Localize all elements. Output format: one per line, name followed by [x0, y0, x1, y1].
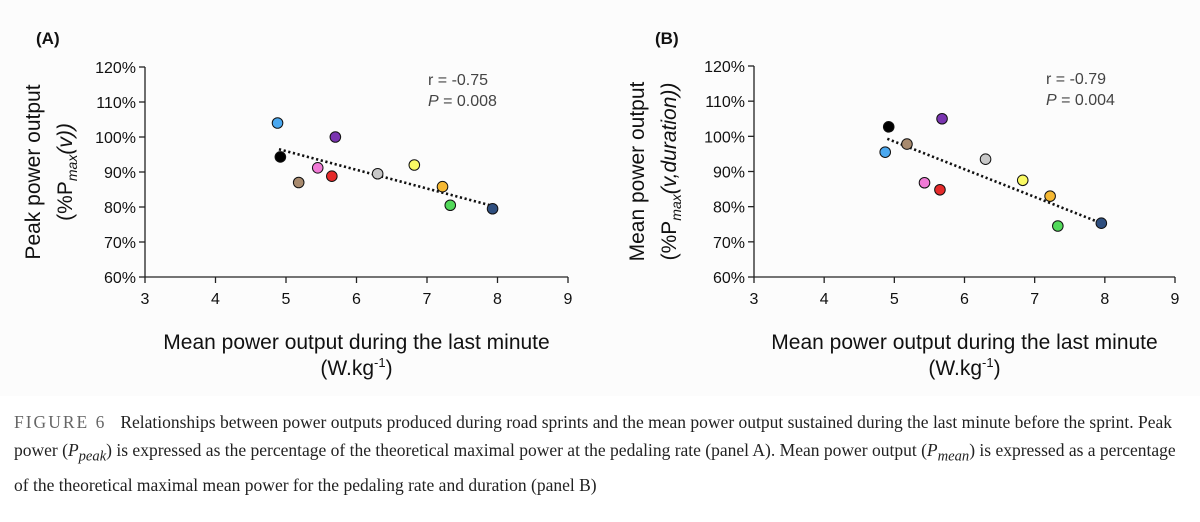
data-point [329, 131, 342, 143]
data-point [979, 153, 992, 165]
caption-sub-2: mean [937, 448, 970, 465]
y-axis-title: Peak power output [22, 84, 45, 259]
x-axis-title: Mean power output during the last minute [163, 331, 549, 354]
caption-text-2: ) is expressed as the percentage of the … [106, 440, 927, 460]
x-tick-label: 3 [141, 291, 150, 308]
figure-caption: FIGURE 6 Relationships between power outp… [14, 408, 1186, 499]
x-tick-label: 9 [1171, 291, 1180, 308]
y-axis-title: Mean power output [626, 81, 649, 261]
y-axis-title-unit: (%Pmax(v)) [54, 123, 80, 221]
caption-text-3: ) is expressed as a percentage of the th… [14, 440, 1176, 495]
y-tick-label: 90% [713, 165, 745, 182]
stat-p-annotation: P = 0.008 [428, 93, 497, 110]
x-tick-label: 5 [890, 291, 899, 308]
data-point [936, 112, 948, 125]
x-tick-label: 3 [750, 291, 759, 308]
x-axis-title-unit: (W.kg-1) [320, 355, 392, 380]
y-tick-label: 100% [95, 130, 136, 147]
data-point [934, 183, 946, 196]
data-point [486, 202, 499, 215]
trend-line [278, 147, 495, 208]
x-tick-label: 5 [282, 291, 291, 308]
x-axis-title: Mean power output during the last minute [771, 331, 1157, 354]
x-tick-label: 8 [493, 291, 502, 308]
stat-r-annotation: r = -0.75 [428, 72, 488, 89]
data-point [882, 121, 895, 133]
x-axis-title-unit: (W.kg-1) [928, 355, 1000, 380]
data-point [326, 170, 338, 182]
data-point [879, 146, 892, 158]
x-tick-label: 7 [1030, 291, 1039, 308]
chart-panel-a: (A) 60% 70% 80% 90% 100% 110% 120% 3 4 5 6 7 8 9 Peak p… [22, 29, 573, 380]
x-tick-label: 4 [820, 291, 829, 308]
data-point [311, 162, 324, 174]
chart-svg: (A) 60% 70% 80% 90% 100% 110% 120% 3 4 5 6 7 8 9 Peak p… [22, 29, 1180, 380]
y-tick-label: 90% [104, 165, 136, 182]
y-tick-label: 60% [713, 270, 745, 287]
caption-var-2: P [926, 440, 938, 460]
y-tick-label: 80% [713, 200, 745, 217]
y-axis-title-unit: (%Pmax(v,duration)) [658, 83, 684, 261]
data-point [274, 151, 287, 163]
data-point [918, 176, 931, 189]
x-tick-label: 4 [211, 291, 220, 308]
data-point [901, 138, 913, 150]
x-tick-label: 7 [423, 291, 432, 308]
data-point [1052, 220, 1064, 232]
data-point [1044, 190, 1056, 202]
data-point [1095, 217, 1108, 229]
y-tick-label: 110% [705, 94, 745, 111]
data-point [444, 199, 457, 212]
x-tick-label: 6 [960, 291, 969, 308]
caption-text-1: Relationships between power outputs prod… [14, 412, 1173, 460]
panel-label: (B) [655, 29, 679, 48]
caption-sub-1: peak [78, 448, 107, 465]
data-point [292, 176, 305, 189]
x-tick-label: 6 [352, 291, 361, 308]
data-point [1016, 174, 1029, 187]
y-tick-label: 60% [104, 270, 136, 287]
stat-p-annotation: P = 0.004 [1046, 92, 1115, 109]
x-tick-label: 9 [564, 291, 573, 308]
y-tick-label: 100% [704, 129, 745, 146]
data-point [371, 167, 384, 180]
y-tick-label: 70% [713, 235, 745, 252]
x-tick-label: 8 [1100, 291, 1109, 308]
panel-label: (A) [36, 29, 60, 48]
y-tick-label: 120% [95, 60, 136, 77]
figure: (A) 60% 70% 80% 90% 100% 110% 120% 3 4 5 6 7 8 9 Peak p… [22, 29, 1180, 380]
data-point [436, 180, 449, 193]
caption-figure-label: FIGURE 6 [14, 412, 107, 432]
y-tick-label: 70% [104, 235, 136, 252]
y-tick-label: 120% [704, 59, 745, 76]
y-tick-label: 110% [96, 95, 136, 112]
stat-r-annotation: r = -0.79 [1046, 71, 1106, 88]
data-point [271, 117, 284, 129]
data-point [408, 159, 421, 171]
chart-panel-b: (B) 60% 70% 80% 90% 100% 110% 120% 3 4 5 6 7 8 9 Mean p… [626, 29, 1180, 380]
caption-var-1: P [67, 440, 79, 460]
y-tick-label: 80% [104, 200, 136, 217]
